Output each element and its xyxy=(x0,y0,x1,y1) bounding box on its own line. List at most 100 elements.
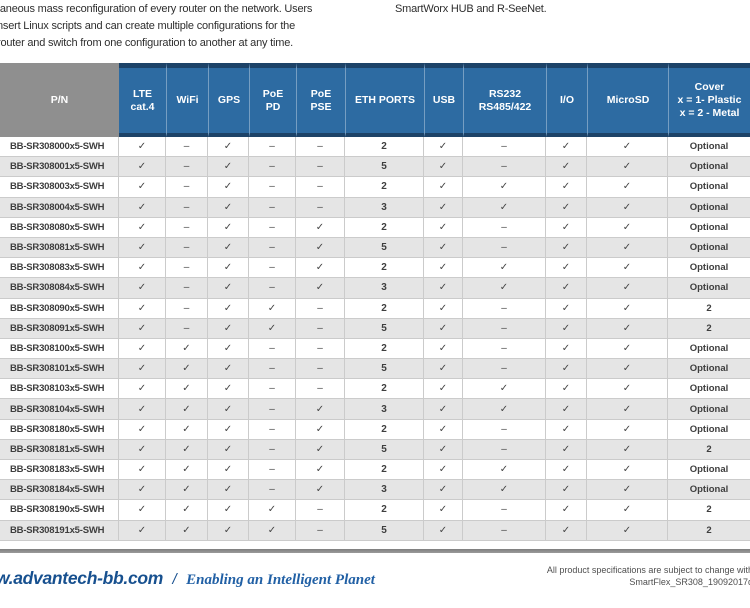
cell-poe-pse: – xyxy=(296,520,345,541)
cell-poe-pd: ✓ xyxy=(249,520,296,541)
table-row: BB-SR308003x5-SWH ✓ – ✓ – –2 ✓ ✓ ✓ ✓ Optional xyxy=(0,177,750,198)
cell-rs232: ✓ xyxy=(463,258,546,279)
cell-microsd: ✓ xyxy=(587,137,668,158)
cell-wifi: ✓ xyxy=(166,379,208,400)
cell-gps: ✓ xyxy=(208,439,249,460)
cell-poe-pse: – xyxy=(296,318,345,339)
cell-microsd: ✓ xyxy=(587,419,668,440)
intro-paragraph: taneous mass reconfiguration of every ro… xyxy=(0,1,397,52)
cell-cover: Optional xyxy=(668,157,750,178)
cell-wifi: ✓ xyxy=(166,439,208,460)
cell-microsd: ✓ xyxy=(587,217,668,238)
cell-pn: BB-SR308183x5-SWH xyxy=(0,460,119,481)
cell-usb: ✓ xyxy=(424,399,463,420)
cell-usb: ✓ xyxy=(424,298,463,319)
cell-io: ✓ xyxy=(546,520,587,541)
cell-wifi: – xyxy=(166,197,208,218)
cell-io: ✓ xyxy=(546,137,587,158)
cell-pn: BB-SR308084x5-SWH xyxy=(0,278,119,299)
cell-microsd: ✓ xyxy=(587,460,668,481)
cell-wifi: – xyxy=(166,258,208,279)
cell-poe-pd: ✓ xyxy=(249,318,296,339)
cell-rs232: – xyxy=(463,500,546,521)
cell-cover: Optional xyxy=(668,379,750,400)
cell-cover: Optional xyxy=(668,419,750,440)
column-header-cover: Cover x = 1- Plastic x = 2 - Metal xyxy=(668,63,750,137)
cell-cover: Optional xyxy=(668,338,750,360)
cell-cover: Optional xyxy=(668,237,750,259)
cell-rs232: – xyxy=(463,318,546,339)
cell-usb: ✓ xyxy=(424,197,463,218)
cell-eth: 2 xyxy=(345,177,424,198)
cell-usb: ✓ xyxy=(424,258,463,279)
footer-brand: w.advantech-bb.com / Enabling an Intelli… xyxy=(0,568,375,589)
table-row: BB-SR308090x5-SWH ✓ – ✓ ✓ –2 ✓ – ✓ ✓ 2 xyxy=(0,298,750,319)
cell-eth: 3 xyxy=(345,399,424,420)
table-row: BB-SR308001x5-SWH ✓ – ✓ – –5 ✓ – ✓ ✓ Optional xyxy=(0,157,750,178)
cell-io: ✓ xyxy=(546,318,587,339)
cell-wifi: – xyxy=(166,298,208,319)
cell-usb: ✓ xyxy=(424,237,463,259)
cell-poe-pd: – xyxy=(249,379,296,400)
cell-eth: 2 xyxy=(345,460,424,481)
cell-poe-pd: – xyxy=(249,137,296,158)
cell-microsd: ✓ xyxy=(587,278,668,299)
cell-usb: ✓ xyxy=(424,278,463,299)
cell-poe-pse: ✓ xyxy=(296,460,345,481)
cell-lte: ✓ xyxy=(119,439,166,460)
cell-lte: ✓ xyxy=(119,419,166,440)
cell-poe-pse: ✓ xyxy=(296,399,345,420)
cell-wifi: – xyxy=(166,278,208,299)
cell-poe-pse: – xyxy=(296,177,345,198)
cell-wifi: ✓ xyxy=(166,419,208,440)
cell-gps: ✓ xyxy=(208,298,249,319)
cell-microsd: ✓ xyxy=(587,157,668,178)
cell-pn: BB-SR308091x5-SWH xyxy=(0,318,119,339)
table-row: BB-SR308181x5-SWH ✓ ✓ ✓ – ✓ 5 ✓ – ✓ ✓ 2 xyxy=(0,439,750,460)
cell-gps: ✓ xyxy=(208,460,249,481)
cell-lte: ✓ xyxy=(119,460,166,481)
cell-pn: BB-SR308081x5-SWH xyxy=(0,237,119,259)
cell-io: ✓ xyxy=(546,399,587,420)
cell-pn: BB-SR308090x5-SWH xyxy=(0,298,119,319)
cell-poe-pd: – xyxy=(249,177,296,198)
cell-gps: ✓ xyxy=(208,338,249,360)
cell-wifi: – xyxy=(166,137,208,158)
table-row: BB-SR308080x5-SWH ✓ – ✓ – ✓ 2 ✓ – ✓ ✓ Optional xyxy=(0,217,750,238)
cell-cover: Optional xyxy=(668,278,750,299)
cell-lte: ✓ xyxy=(119,379,166,400)
cell-eth: 3 xyxy=(345,197,424,218)
table-row: BB-SR308183x5-SWH ✓ ✓ ✓ – ✓ 2 ✓ ✓ ✓ ✓ Optional xyxy=(0,460,750,481)
cell-pn: BB-SR308103x5-SWH xyxy=(0,379,119,400)
cell-poe-pse: – xyxy=(296,197,345,218)
cell-eth: 2 xyxy=(345,217,424,238)
cell-rs232: – xyxy=(463,338,546,360)
cell-io: ✓ xyxy=(546,237,587,259)
cell-io: ✓ xyxy=(546,298,587,319)
cell-lte: ✓ xyxy=(119,399,166,420)
cell-eth: 5 xyxy=(345,237,424,259)
cell-cover: Optional xyxy=(668,217,750,238)
footer-website-link[interactable]: w.advantech-bb.com xyxy=(0,568,164,588)
table-row: BB-SR308081x5-SWH ✓ – ✓ – ✓ 5 ✓ – ✓ ✓ Optional xyxy=(0,237,750,259)
cell-wifi: ✓ xyxy=(166,338,208,360)
cell-gps: ✓ xyxy=(208,419,249,440)
cell-usb: ✓ xyxy=(424,500,463,521)
cell-eth: 2 xyxy=(345,500,424,521)
cell-poe-pse: – xyxy=(296,500,345,521)
cell-poe-pd: – xyxy=(249,419,296,440)
cell-usb: ✓ xyxy=(424,419,463,440)
cell-rs232: – xyxy=(463,439,546,460)
table-row: BB-SR308091x5-SWH ✓ – ✓ ✓ –5 ✓ – ✓ ✓ 2 xyxy=(0,318,750,339)
cell-microsd: ✓ xyxy=(587,298,668,319)
cell-pn: BB-SR308101x5-SWH xyxy=(0,359,119,380)
cell-poe-pd: – xyxy=(249,399,296,420)
cell-usb: ✓ xyxy=(424,318,463,339)
cell-poe-pse: ✓ xyxy=(296,439,345,460)
cell-io: ✓ xyxy=(546,217,587,238)
footer-disclaimer: All product specifications are subject t… xyxy=(546,565,750,575)
cell-poe-pse: ✓ xyxy=(296,419,345,440)
cell-poe-pse: – xyxy=(296,379,345,400)
column-header-usb: USB xyxy=(424,63,463,137)
intro-line-3: router and switch from one configuration… xyxy=(0,37,293,49)
